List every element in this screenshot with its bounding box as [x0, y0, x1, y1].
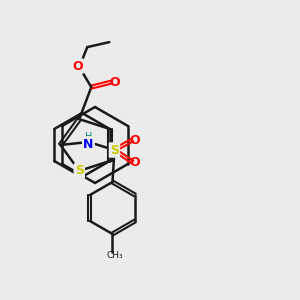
Text: S: S — [110, 143, 119, 157]
Text: CH₃: CH₃ — [106, 251, 123, 260]
Text: S: S — [75, 164, 84, 177]
Text: H: H — [85, 132, 92, 142]
Text: O: O — [72, 60, 83, 73]
Text: N: N — [83, 137, 94, 151]
Text: O: O — [129, 134, 140, 146]
Text: O: O — [109, 76, 120, 88]
Text: O: O — [129, 155, 140, 169]
